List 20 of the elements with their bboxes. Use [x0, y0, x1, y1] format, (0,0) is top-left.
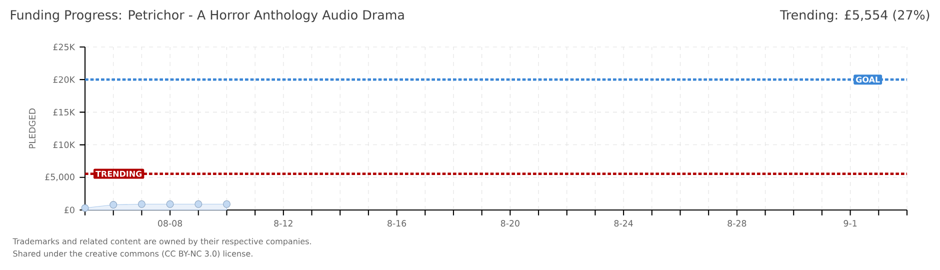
x-tick-label: 8-16 [388, 220, 406, 227]
x-tick-label: 08-08 [158, 220, 182, 227]
ref-line-label: GOAL [856, 76, 880, 83]
y-axis-title: PLEDGED [28, 108, 36, 148]
y-tick-label: £0 [64, 206, 74, 214]
y-tick-label: £20K [53, 76, 76, 83]
text: Trending: £5,554 (27%) [780, 10, 930, 22]
text: Trademarks and related content are owned by their respective companies. [12, 238, 311, 246]
text: Shared under the creative commons (CC BY-NC 3.0) license. [13, 250, 252, 258]
x-tick-label: 8-24 [614, 220, 633, 227]
y-tick-label: £25K [53, 44, 76, 50]
x-tick-label: 9-1 [844, 220, 857, 227]
y-tick-label: £15K [53, 108, 76, 116]
y-tick-label: £5,000 [45, 174, 74, 182]
chart-title: Funding Progress: Petrichor - A Horror Anthology Audio Drama [10, 10, 404, 22]
y-tick-label: £10K [53, 142, 76, 148]
x-tick-label: 8-12 [274, 220, 292, 227]
x-tick-label: 8-20 [500, 220, 520, 227]
x-tick-label: 8-28 [728, 220, 746, 227]
ref-line-label: TRENDING [96, 170, 142, 177]
